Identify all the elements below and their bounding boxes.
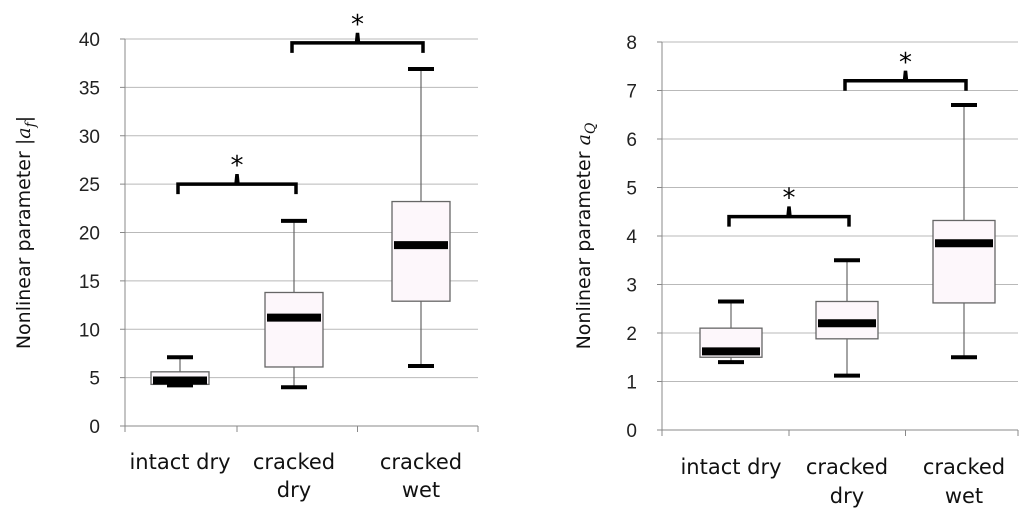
significance-star: *	[231, 151, 244, 181]
box-chart-af: 0 5 10 15 20 25 30 35 40 intact dry cracked dry crac…	[13, 10, 479, 502]
y-tick-label: 20	[79, 224, 100, 245]
box-cracked-dry	[815, 258, 879, 378]
y-axis-label-close: |	[13, 116, 35, 122]
x-category-label: cracked	[253, 450, 335, 474]
box-cracked-wet	[391, 66, 451, 369]
y-tick-label: 2	[626, 324, 637, 345]
iqr-box	[391, 200, 451, 302]
y-tick-label: 0	[626, 421, 637, 442]
significance-bracket	[290, 32, 425, 53]
y-tick-label: 5	[89, 369, 100, 390]
box-intact-dry	[699, 299, 763, 365]
y-tick-label: 40	[79, 30, 100, 51]
significance-bracket	[727, 206, 851, 227]
x-category-label: cracked	[923, 455, 1005, 479]
y-tick-label: 3	[626, 276, 637, 297]
y-axis-label-symbol: a	[573, 134, 595, 145]
y-axis-label: Nonlinear parameter aQ	[573, 122, 599, 349]
y-axis-label: Nonlinear parameter |af|	[13, 116, 39, 349]
box-intact-dry	[150, 355, 210, 388]
box-cracked-wet	[932, 103, 996, 360]
iqr-box	[264, 291, 324, 368]
x-category-label: dry	[277, 478, 311, 502]
y-axis-label-text: Nonlinear parameter	[573, 145, 595, 349]
significance-star: *	[899, 48, 912, 78]
y-tick-label: 35	[79, 78, 100, 99]
y-tick-label: 0	[89, 417, 100, 438]
y-axis-label-subscript: Q	[583, 122, 599, 134]
x-category-label: wet	[402, 478, 440, 502]
box-chart-aq: 0 1 2 3 4 5 6 7 8 intact dry cracked dry cracked wet *…	[573, 33, 1019, 508]
y-axis-label-subscript: f	[23, 119, 39, 128]
y-axis-label-symbol: |a	[13, 127, 35, 145]
x-category-label: cracked	[380, 450, 462, 474]
significance-bracket	[176, 173, 298, 195]
y-tick-label: 15	[79, 272, 100, 293]
y-tick-label: 4	[626, 227, 637, 248]
y-tick-label: 1	[626, 373, 637, 394]
x-category-label: cracked	[806, 455, 888, 479]
x-category-label: dry	[830, 484, 864, 508]
y-tick-label: 8	[626, 33, 637, 54]
box-cracked-dry	[264, 218, 324, 390]
iqr-box	[932, 219, 996, 304]
y-tick-label: 6	[626, 130, 637, 151]
y-tick-label: 25	[79, 175, 100, 196]
x-category-label: intact dry	[680, 455, 781, 479]
x-category-label: intact dry	[129, 450, 230, 474]
y-tick-label: 7	[626, 82, 637, 103]
x-category-label: wet	[945, 484, 983, 508]
significance-bracket	[843, 70, 968, 91]
y-tick-label: 10	[79, 320, 100, 341]
y-tick-label: 5	[626, 179, 637, 200]
y-axis-label-text: Nonlinear parameter	[13, 145, 35, 349]
significance-star: *	[351, 10, 364, 40]
significance-star: *	[783, 184, 796, 214]
y-tick-label: 30	[79, 127, 100, 148]
